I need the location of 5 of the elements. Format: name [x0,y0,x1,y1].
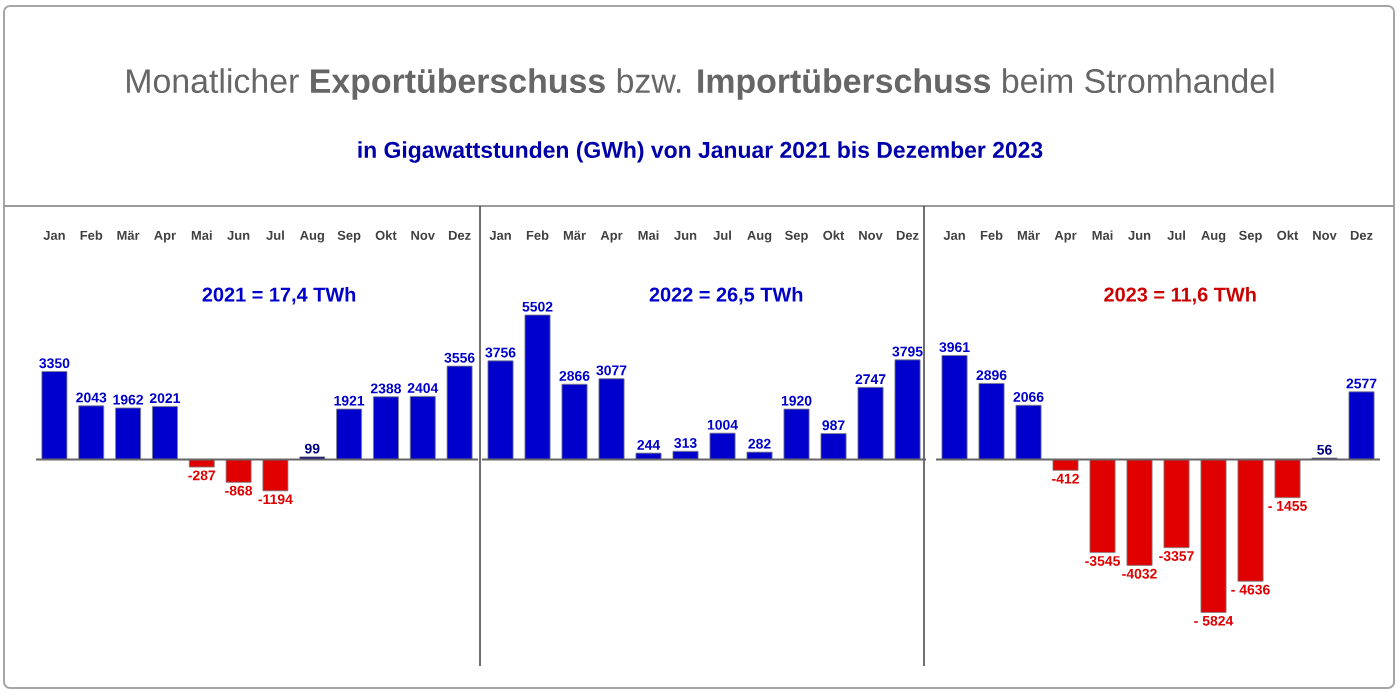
text: in Gigawattstunden (GWh) von Januar 2021 bis Dezember 2023 [358,141,1043,163]
text: 2022 = 26,5 TWh [649,286,803,305]
text: Monatlicher Exportüberschuss bzw. Importüberschuss beim Stromhandel [127,68,1274,100]
text: 2021 = 17,4 TWh [202,286,356,305]
text: 2023 = 11,6 TWh [1104,286,1256,305]
